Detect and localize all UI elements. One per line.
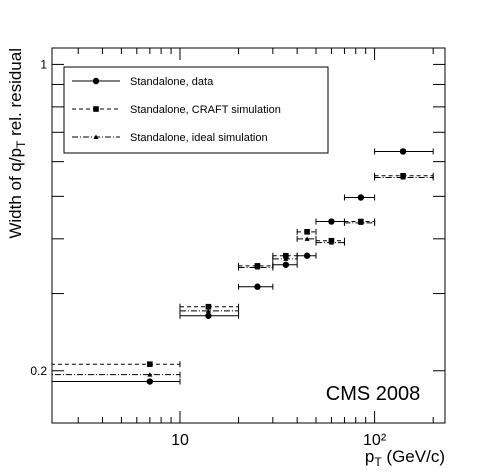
marker — [147, 361, 153, 368]
y-axis-label: Width of q/pT rel. residual — [6, 48, 28, 239]
x-label-part: p — [365, 447, 374, 466]
marker — [205, 303, 212, 310]
marker — [254, 265, 260, 270]
plot-frame — [51, 47, 446, 424]
x-axis-label: pT (GeV/c) — [365, 447, 445, 469]
y-label-part: rel. residual — [6, 48, 25, 141]
legend-marker — [92, 77, 100, 85]
annotation: CMS 2008 — [326, 383, 421, 405]
marker — [328, 218, 335, 225]
plot-area — [52, 148, 434, 385]
x-label-part: (GeV/c) — [382, 447, 445, 466]
x-label-sub: T — [374, 455, 382, 469]
legend-label: Standalone, CRAFT simulation — [130, 104, 281, 116]
y-tick-label: 0.2 — [30, 364, 47, 378]
x-tick-label: 10² — [363, 432, 387, 449]
y-label-part: Width of q/p — [6, 148, 25, 239]
marker — [147, 372, 153, 377]
legend-marker — [93, 106, 99, 112]
y-label-sub: T — [14, 140, 28, 148]
marker — [357, 194, 365, 201]
marker — [205, 308, 211, 313]
marker — [254, 283, 261, 290]
marker — [282, 261, 290, 268]
marker — [399, 148, 407, 155]
marker — [283, 252, 289, 259]
marker — [304, 229, 310, 235]
marker — [205, 312, 212, 319]
legend-marker — [93, 134, 99, 139]
marker — [303, 252, 311, 259]
marker — [328, 240, 334, 245]
y-tick-label: 1 — [40, 57, 47, 71]
legend-label: Standalone, data — [130, 76, 214, 88]
x-tick-label: 10 — [171, 432, 189, 449]
marker — [358, 220, 364, 225]
marker — [283, 256, 289, 261]
marker — [146, 378, 154, 385]
marker — [400, 175, 406, 180]
legend-label: Standalone, ideal simulation — [130, 132, 268, 144]
marker — [304, 236, 310, 241]
